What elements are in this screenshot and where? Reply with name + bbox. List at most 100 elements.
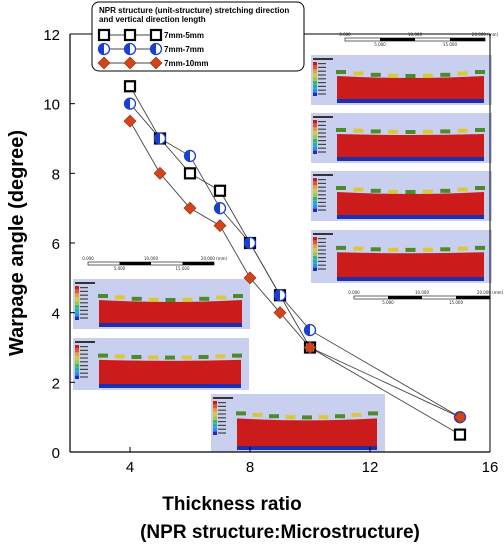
simulation-legend-value	[318, 82, 326, 84]
legend-title-line-2: and vertical direction length	[99, 15, 206, 24]
simulation-strut	[353, 71, 364, 76]
axis-ticks: 0 2 4 6 8 10 12 4 8 12 16	[43, 27, 498, 476]
simulation-strut	[252, 412, 263, 417]
y-tick-label: 2	[52, 375, 60, 392]
simulation-strut	[405, 74, 416, 78]
simulation-legend-swatch	[75, 316, 79, 320]
simulation-strut	[131, 296, 142, 301]
simulation-strut	[422, 247, 433, 252]
data-point-7mm-7mm	[123, 97, 137, 110]
simulation-legend-swatch	[75, 293, 79, 298]
y-tick-label: 12	[43, 27, 60, 44]
y-tick-label: 8	[52, 166, 60, 183]
simulation-legend-value	[218, 413, 226, 415]
simulation-legend-swatch	[75, 364, 79, 368]
y-tick-label: 4	[52, 306, 60, 323]
simulation-strut	[457, 128, 468, 133]
legend-marker-7mm-5mm	[123, 28, 137, 42]
simulation-legend-value	[318, 249, 326, 251]
data-point-7mm-7mm	[243, 236, 257, 250]
simulation-legend-value	[80, 349, 88, 351]
simulation-legend-value	[80, 376, 88, 378]
simulation-legend-value	[318, 260, 326, 262]
simulation-strut	[388, 129, 399, 134]
simulation-strut	[269, 414, 279, 419]
simulation-strut	[475, 70, 485, 74]
simulation-strut	[370, 72, 381, 77]
simulation-legend-swatch	[313, 178, 317, 182]
simulation-legend-swatch	[313, 92, 317, 96]
simulation-legend-swatch	[75, 360, 79, 364]
simulation-legend-swatch	[313, 240, 317, 245]
simulation-legend-value	[318, 182, 326, 184]
simulation-legend-swatch	[213, 423, 217, 428]
simulation-legend-swatch	[75, 289, 79, 294]
simulation-image	[311, 113, 492, 163]
simulation-strut	[440, 129, 451, 134]
scale-bar-label: 5.000	[374, 42, 386, 47]
simulation-strut	[457, 187, 468, 192]
simulation-legend-swatch	[75, 356, 79, 360]
simulation-legend-swatch	[213, 404, 217, 409]
simulation-legend-value	[318, 257, 326, 259]
simulation-legend-value	[218, 432, 226, 434]
legend-marker-7mm-10mm	[149, 56, 163, 70]
simulation-legend-title	[75, 282, 95, 284]
simulation-legend-swatch	[313, 120, 317, 124]
simulation-legend-value	[318, 121, 326, 123]
legend-entries: 7mm-5mm 7mm-7mm 7mm-10mm	[97, 28, 208, 70]
simulation-legend-swatch	[213, 401, 217, 405]
simulation-legend-swatch	[75, 348, 79, 353]
simulation-legend-swatch	[313, 77, 317, 81]
simulation-strut	[318, 415, 329, 420]
simulation-legend-value	[80, 317, 88, 319]
simulation-image	[311, 55, 492, 105]
simulation-strut	[370, 247, 381, 252]
simulation-legend-title	[313, 233, 333, 235]
scale-bar-fill	[450, 38, 485, 41]
simulation-legend-swatch	[313, 69, 317, 74]
y-tick-label: 10	[43, 97, 60, 114]
data-point-7mm-10mm	[453, 410, 467, 424]
simulation-body	[237, 418, 377, 446]
data-point-7mm-5mm	[213, 184, 227, 197]
simulation-legend-swatch	[75, 308, 79, 313]
data-point-7mm-7mm-fill	[214, 202, 220, 214]
simulation-legend-swatch	[75, 286, 79, 290]
simulation-legend-swatch	[313, 248, 317, 252]
simulation-strut	[285, 415, 296, 420]
simulation-strut	[233, 294, 243, 298]
y-axis-title: Warpage angle (degree)	[6, 130, 28, 356]
simulation-strut	[236, 411, 246, 416]
data-point-7mm-7mm-fill	[244, 237, 250, 249]
simulation-legend-value	[80, 368, 88, 370]
simulation-legend-value	[80, 353, 88, 355]
simulation-legend-value	[218, 402, 226, 404]
scale-bar-label: 0.000	[82, 256, 94, 261]
simulation-legend-value	[318, 132, 326, 134]
scale-bar-label: 15.000	[449, 300, 463, 305]
simulation-legend-value	[218, 424, 226, 426]
simulation-legend-value	[218, 417, 226, 419]
simulation-legend-title	[313, 58, 333, 60]
simulation-strut	[405, 190, 416, 194]
simulation-strut	[131, 355, 142, 360]
simulation-body	[337, 76, 484, 99]
simulation-base	[237, 446, 377, 450]
simulation-legend-value	[318, 147, 326, 149]
legend-marker-7mm-7mm	[97, 42, 111, 56]
simulation-base	[337, 157, 484, 161]
simulation-legend-value	[80, 357, 88, 359]
simulation-base	[337, 99, 484, 103]
y-tick-label: 6	[52, 236, 60, 253]
simulation-legend-swatch	[313, 135, 317, 139]
simulation-strut	[405, 247, 416, 252]
simulation-legend-value	[318, 264, 326, 266]
simulation-base	[99, 323, 242, 327]
data-point-7mm-7mm	[273, 289, 287, 302]
scale-bar-fill	[119, 262, 151, 265]
x-tick-label: 4	[126, 459, 134, 476]
legend-marker-7mm-10mm	[123, 56, 137, 70]
data-point-7mm-7mm	[153, 132, 167, 145]
